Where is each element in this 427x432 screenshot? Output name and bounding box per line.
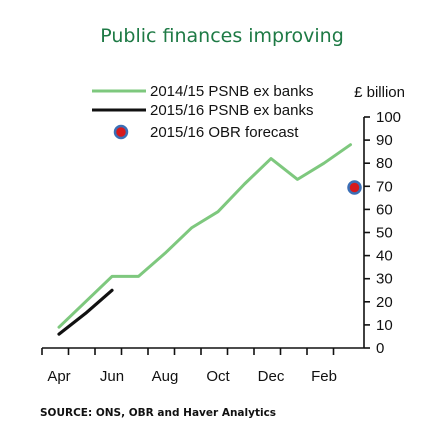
legend: 2014/15 PSNB ex banks 2015/16 PSNB ex ba… [92,83,313,141]
y-tick-label: 40 [376,248,393,265]
y-tick-label: 80 [376,155,393,172]
x-tick-label: Feb [311,368,337,385]
y-tick-label: 20 [376,294,393,311]
legend-label-2015-16: 2015/16 PSNB ex banks [150,102,313,119]
legend-marker-obr-forecast [113,124,129,140]
axes: 0 10 20 30 40 50 60 70 80 90 100 Apr Jun Aug Oct Dec Feb [41,109,401,385]
series-line-0 [57,143,352,329]
chart-title: Public finances improving [100,25,344,47]
y-tick-label: 30 [376,271,393,288]
y-tick-label: 0 [376,340,384,357]
y-tick-label: 70 [376,178,393,195]
x-tick-label: Aug [152,368,179,385]
plot-area [57,143,362,336]
x-tick-label: Apr [47,368,70,385]
series-line-1 [57,288,114,336]
legend-label-obr-forecast: 2015/16 OBR forecast [150,124,299,141]
y-tick-label: 50 [376,225,393,242]
x-tick-label: Oct [206,368,230,385]
legend-label-2014-15: 2014/15 PSNB ex banks [150,83,313,100]
x-tick-label: Jun [100,368,124,385]
x-tick-label: Dec [258,368,285,385]
y-axis-unit-label: £ billion [354,84,405,101]
source-note: SOURCE: ONS, OBR and Haver Analytics [40,407,276,419]
y-tick-label: 60 [376,201,393,218]
y-tick-label: 100 [376,109,401,126]
y-tick-label: 90 [376,132,393,149]
y-tick-label: 10 [376,317,393,334]
forecast-point [347,180,362,195]
